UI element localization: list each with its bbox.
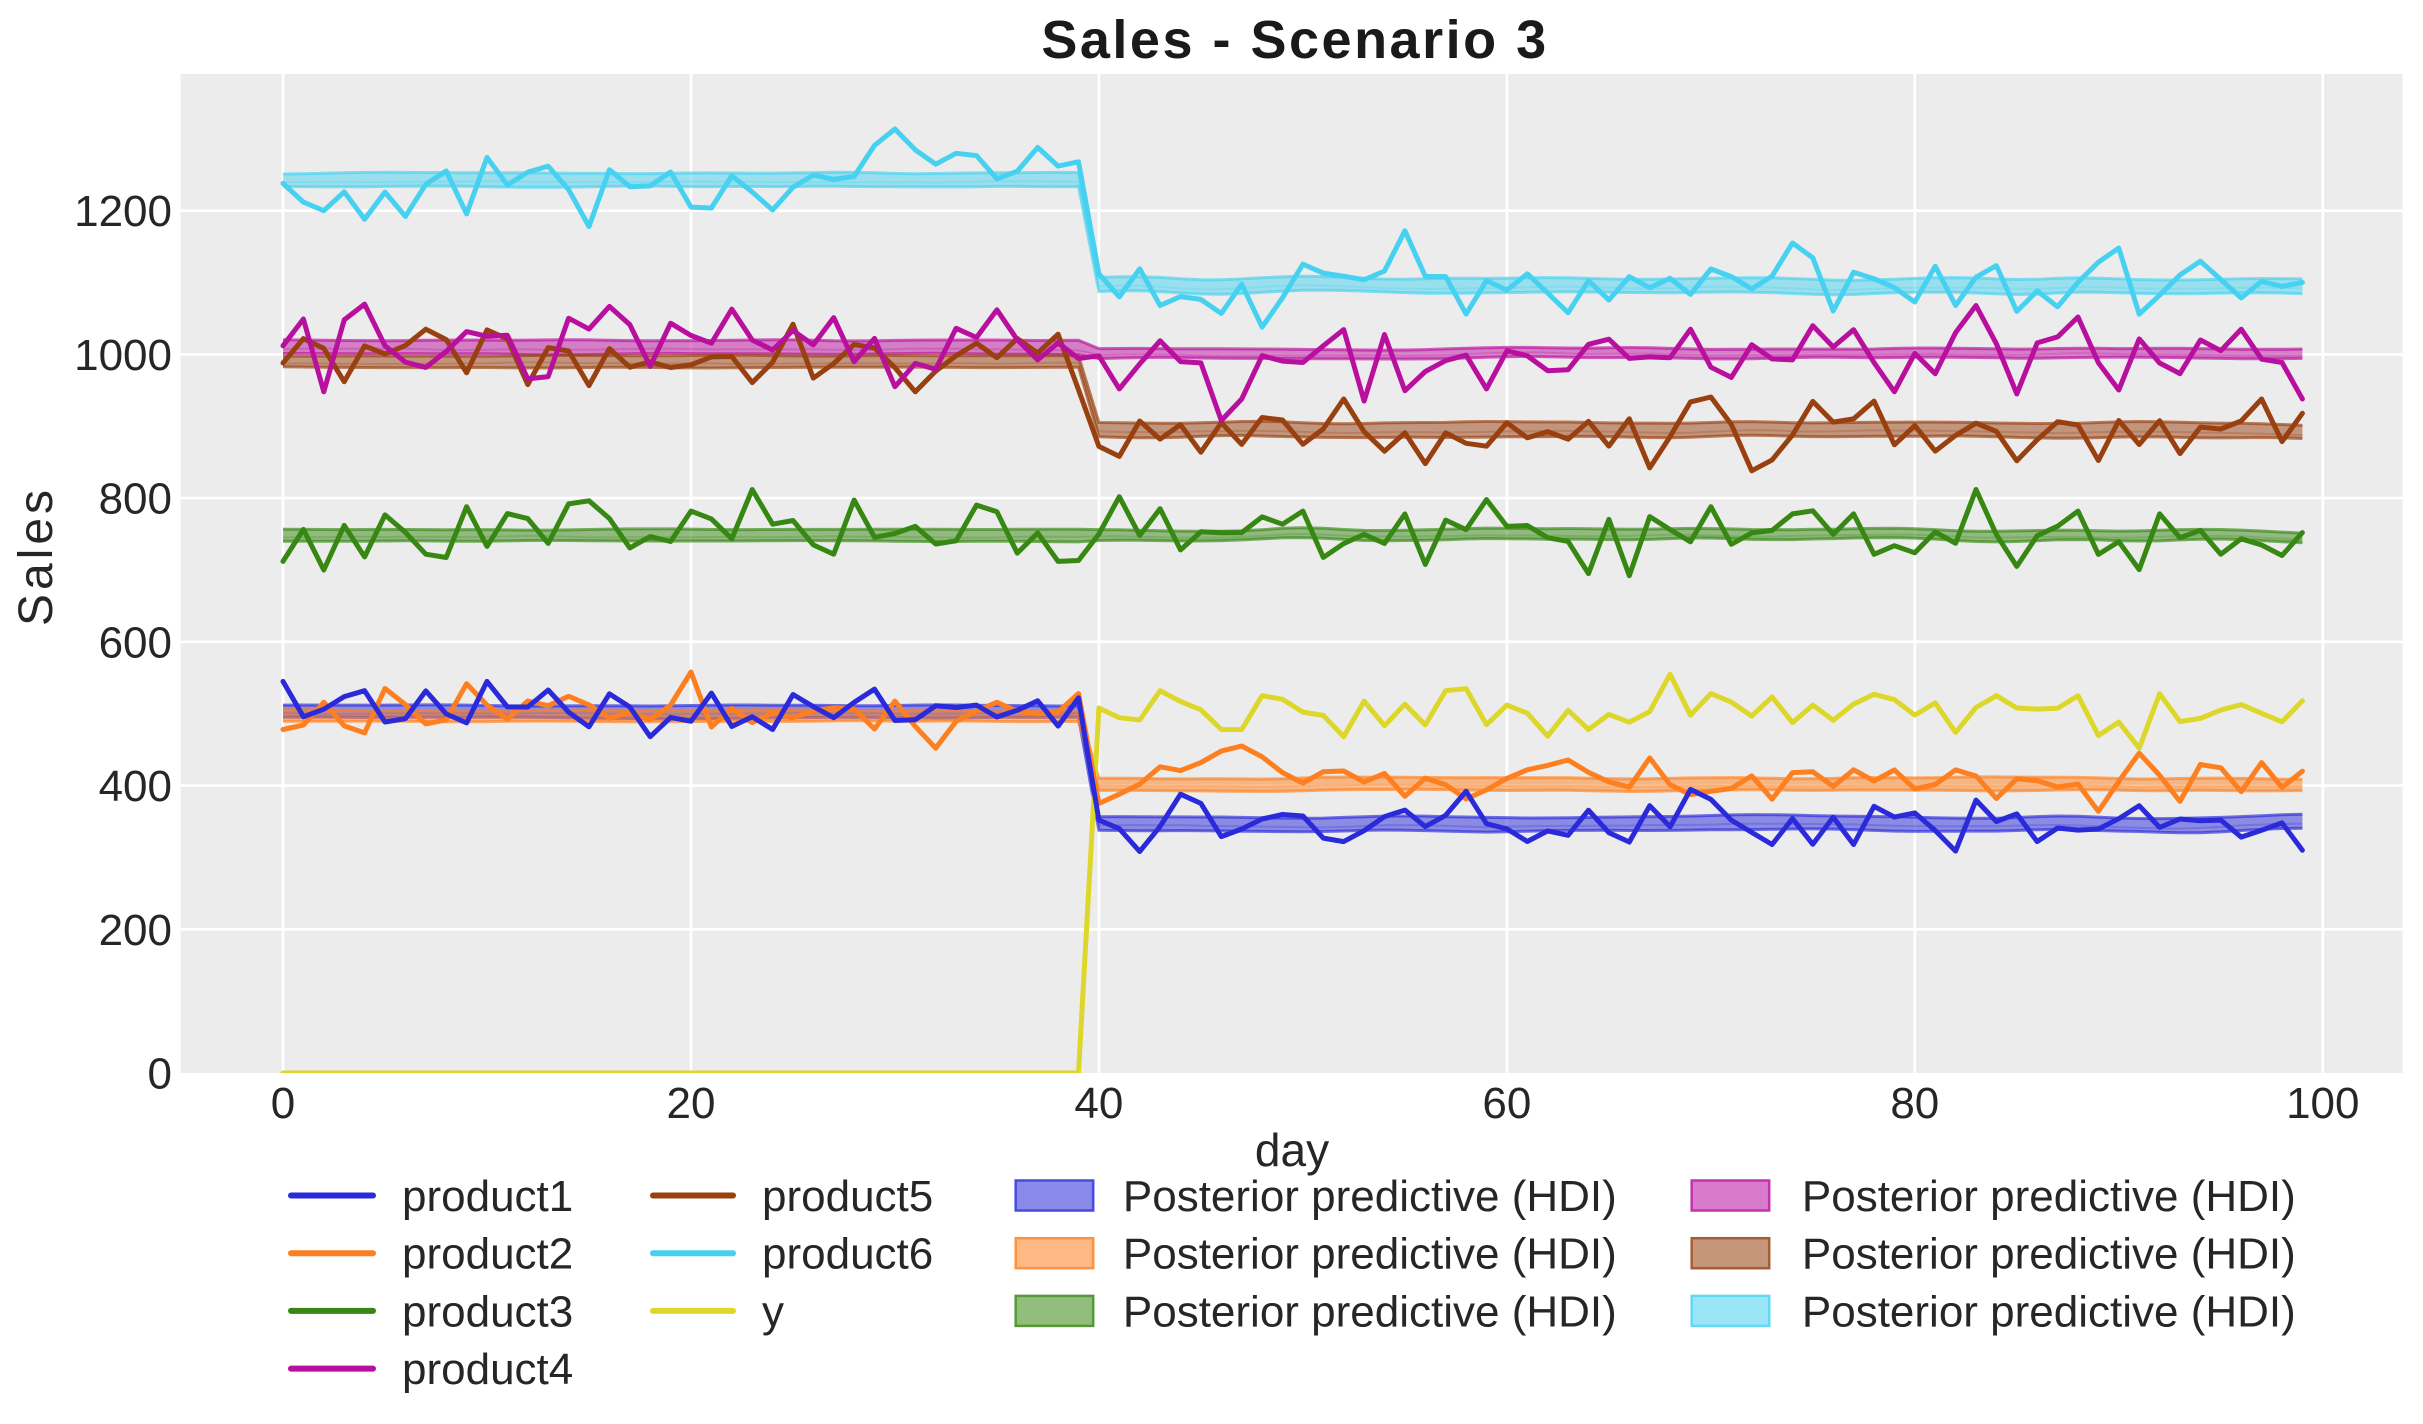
- svg-text:Posterior predictive (HDI): Posterior predictive (HDI): [1802, 1230, 2296, 1279]
- svg-text:1200: 1200: [74, 187, 172, 236]
- svg-text:Sales - Scenario 3: Sales - Scenario 3: [1041, 10, 1548, 70]
- svg-text:400: 400: [99, 762, 172, 811]
- svg-text:600: 600: [99, 618, 172, 667]
- svg-text:product6: product6: [762, 1230, 933, 1279]
- svg-text:0: 0: [271, 1079, 295, 1128]
- svg-text:60: 60: [1482, 1079, 1531, 1128]
- svg-text:product3: product3: [402, 1287, 573, 1336]
- svg-text:product5: product5: [762, 1172, 933, 1221]
- svg-text:1000: 1000: [74, 331, 172, 380]
- svg-text:200: 200: [99, 906, 172, 955]
- svg-text:80: 80: [1890, 1079, 1939, 1128]
- svg-text:y: y: [762, 1287, 784, 1336]
- svg-text:Sales: Sales: [10, 486, 63, 626]
- svg-text:Posterior predictive (HDI): Posterior predictive (HDI): [1123, 1172, 1617, 1221]
- svg-text:product2: product2: [402, 1230, 573, 1279]
- svg-text:800: 800: [99, 475, 172, 524]
- svg-text:Posterior predictive (HDI): Posterior predictive (HDI): [1802, 1172, 2296, 1221]
- svg-text:40: 40: [1074, 1079, 1123, 1128]
- svg-text:100: 100: [2286, 1079, 2359, 1128]
- svg-text:20: 20: [667, 1079, 716, 1128]
- svg-text:Posterior predictive (HDI): Posterior predictive (HDI): [1123, 1287, 1617, 1336]
- svg-text:Posterior predictive (HDI): Posterior predictive (HDI): [1123, 1230, 1617, 1279]
- svg-text:day: day: [1255, 1124, 1329, 1176]
- svg-text:product4: product4: [402, 1345, 573, 1394]
- svg-text:Posterior predictive (HDI): Posterior predictive (HDI): [1802, 1287, 2296, 1336]
- svg-text:product1: product1: [402, 1172, 573, 1221]
- svg-text:0: 0: [148, 1050, 172, 1099]
